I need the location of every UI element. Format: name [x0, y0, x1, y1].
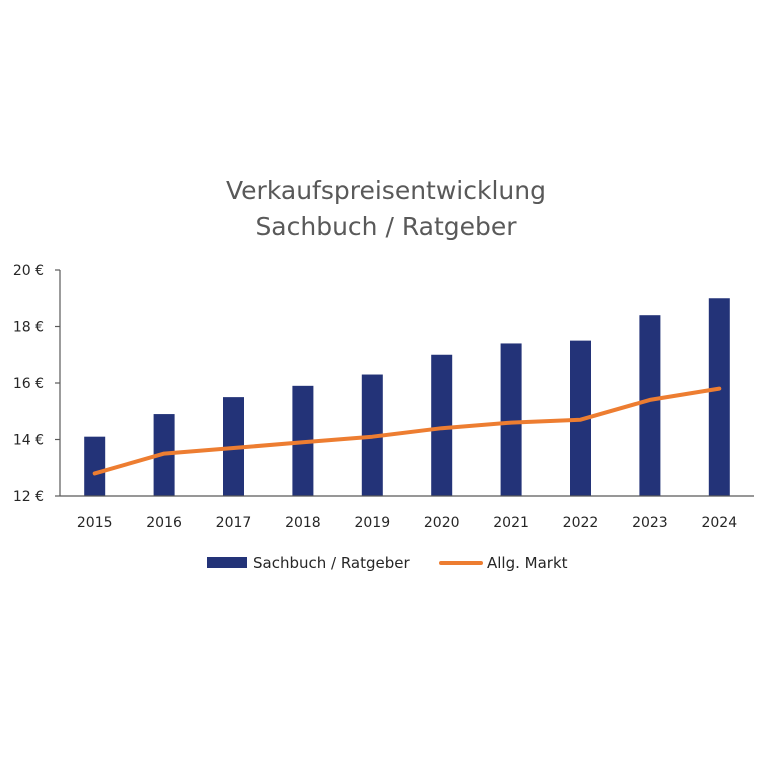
- line-allg-markt: [92, 386, 722, 476]
- x-tick-label: 2018: [285, 515, 321, 531]
- bar-2023: [639, 315, 661, 496]
- x-tick-label: 2017: [216, 515, 252, 531]
- x-tick-label: 2021: [493, 515, 529, 531]
- legend-label-sachbuch: Sachbuch / Ratgeber: [253, 554, 411, 572]
- y-axis: 12 € 14 € 16 € 18 € 20 €: [13, 263, 61, 505]
- chart-title-line-1: Verkaufspreisentwicklung: [226, 176, 546, 205]
- legend: Sachbuch / Ratgeber Allg. Markt: [207, 554, 568, 572]
- legend-swatch-bar: [207, 557, 247, 568]
- x-axis: 2015 2016 2017 2018 2019 2020 2021 2022 2023 2024: [60, 495, 754, 531]
- y-tick-label: 14 €: [13, 433, 44, 449]
- y-tick-label: 16 €: [13, 376, 44, 392]
- bar-2024: [708, 298, 730, 496]
- plot-area: [84, 298, 730, 496]
- legend-label-allg-markt: Allg. Markt: [487, 554, 568, 572]
- chart-title-line-2: Sachbuch / Ratgeber: [255, 212, 517, 241]
- x-tick-label: 2023: [632, 515, 668, 531]
- bar-2015: [84, 436, 106, 496]
- x-tick-label: 2019: [354, 515, 390, 531]
- bar-2021: [500, 343, 522, 496]
- bar-2020: [431, 354, 453, 496]
- x-tick-label: 2024: [701, 515, 737, 531]
- y-tick-label: 18 €: [13, 320, 44, 336]
- x-tick-label: 2015: [77, 515, 113, 531]
- x-tick-label: 2022: [563, 515, 599, 531]
- y-tick-label: 12 €: [13, 489, 44, 505]
- x-tick-label: 2016: [146, 515, 182, 531]
- x-tick-label: 2020: [424, 515, 460, 531]
- y-tick-label: 20 €: [13, 263, 44, 279]
